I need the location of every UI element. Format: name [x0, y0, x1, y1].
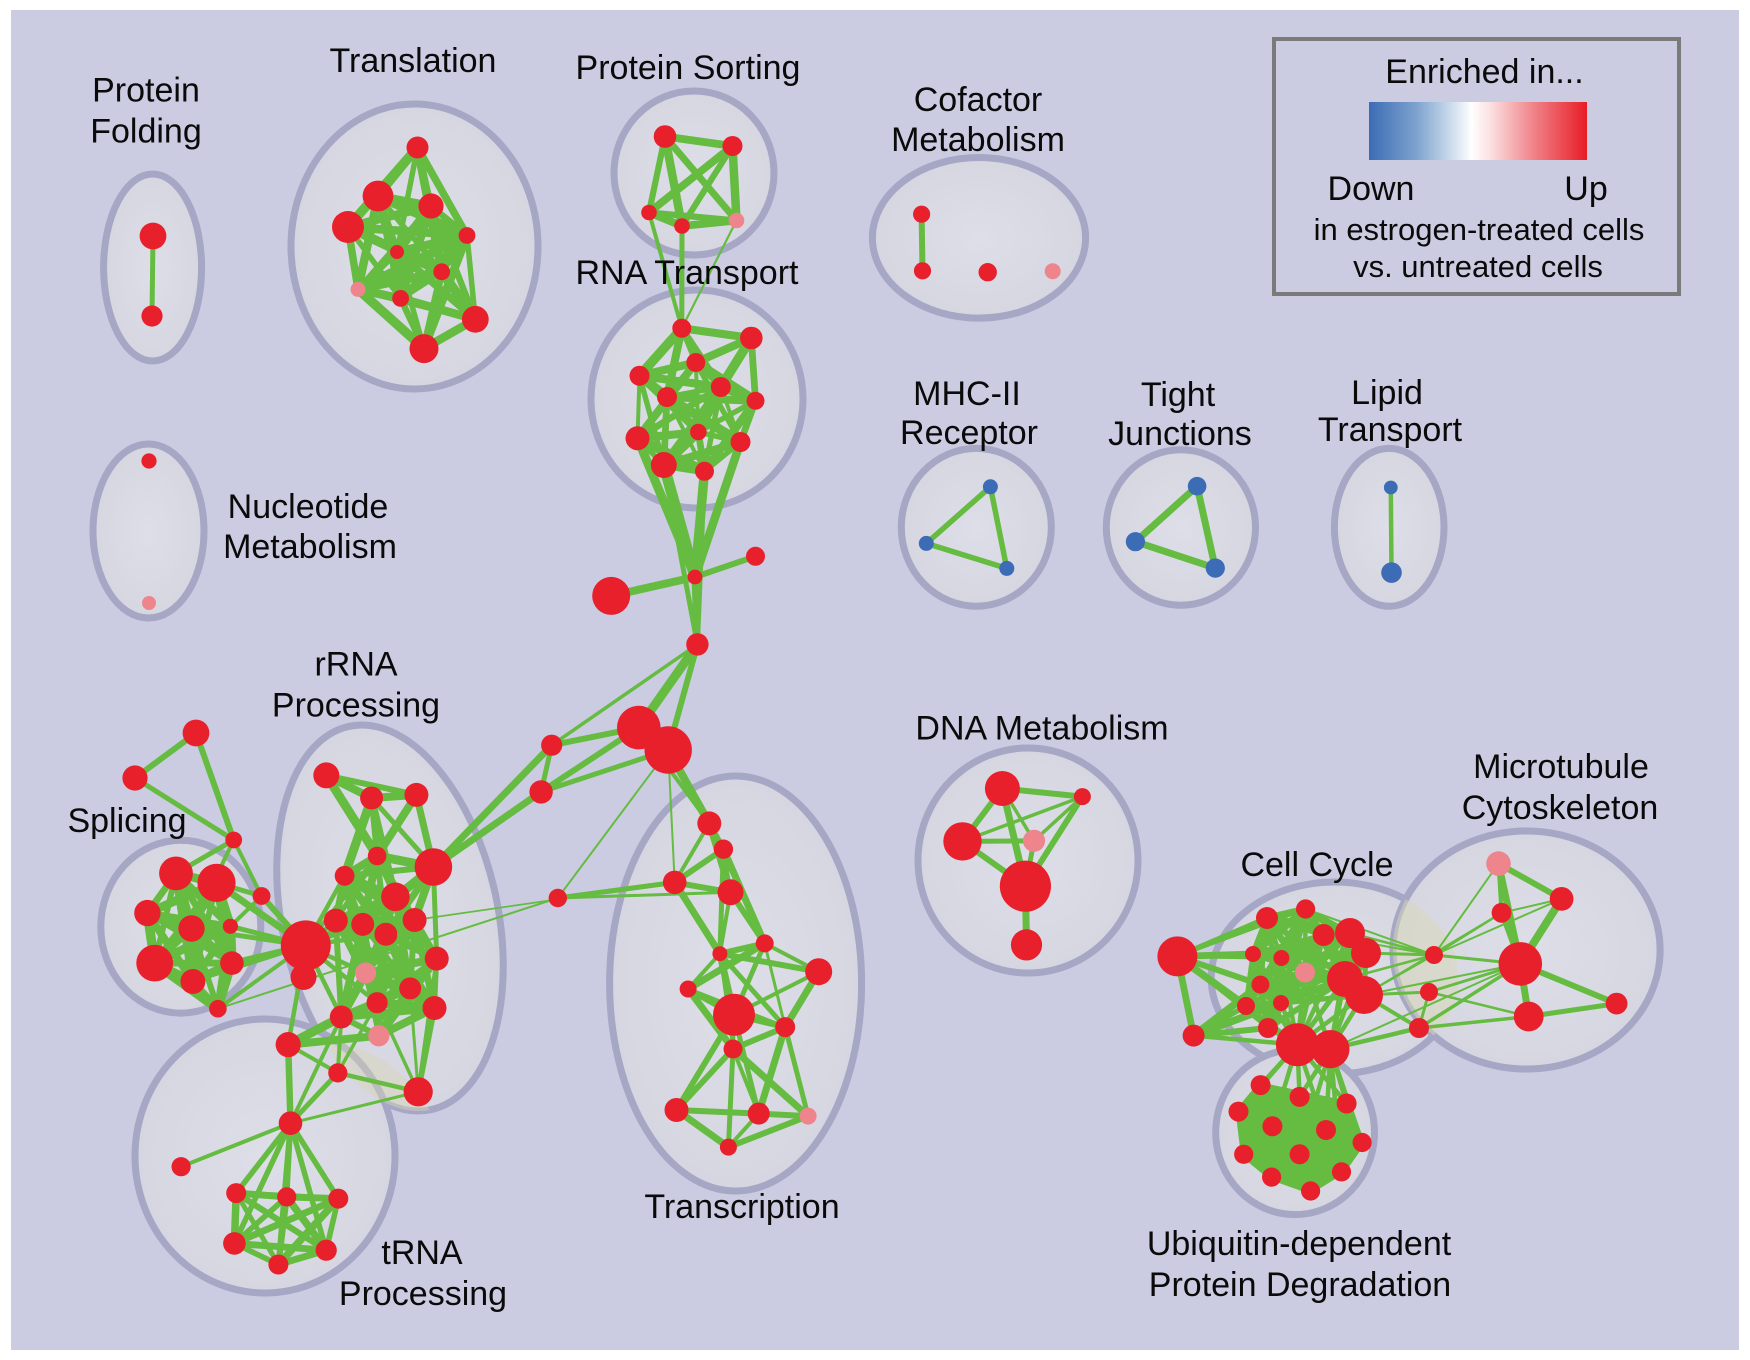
svg-text:Metabolism: Metabolism: [223, 528, 397, 566]
svg-text:Splicing: Splicing: [67, 802, 186, 840]
svg-text:Enriched in...: Enriched in...: [1385, 53, 1583, 91]
svg-text:Metabolism: Metabolism: [891, 121, 1065, 159]
svg-text:Lipid: Lipid: [1351, 374, 1423, 412]
svg-text:Cell Cycle: Cell Cycle: [1240, 846, 1393, 884]
svg-text:Nucleotide: Nucleotide: [228, 488, 389, 526]
svg-text:Protein Sorting: Protein Sorting: [576, 49, 801, 87]
svg-text:Receptor: Receptor: [900, 414, 1038, 452]
svg-text:Tight: Tight: [1141, 376, 1216, 414]
svg-text:Folding: Folding: [90, 113, 202, 151]
svg-text:vs. untreated cells: vs. untreated cells: [1353, 249, 1603, 284]
svg-text:Processing: Processing: [272, 687, 440, 725]
svg-text:Cytoskeleton: Cytoskeleton: [1462, 789, 1659, 827]
svg-text:Down: Down: [1328, 170, 1415, 208]
svg-text:Protein Degradation: Protein Degradation: [1149, 1266, 1451, 1304]
svg-text:Transport: Transport: [1318, 411, 1463, 449]
svg-text:in estrogen-treated cells: in estrogen-treated cells: [1314, 212, 1645, 247]
svg-text:MHC-II: MHC-II: [913, 375, 1021, 413]
svg-text:Protein: Protein: [92, 72, 200, 110]
svg-text:Translation: Translation: [330, 42, 497, 80]
svg-text:Microtubule: Microtubule: [1473, 748, 1649, 786]
svg-text:rRNA: rRNA: [314, 646, 397, 684]
svg-text:tRNA: tRNA: [381, 1234, 463, 1272]
svg-text:Cofactor: Cofactor: [914, 81, 1043, 119]
svg-text:Transcription: Transcription: [644, 1188, 839, 1226]
svg-text:Ubiquitin-dependent: Ubiquitin-dependent: [1147, 1225, 1452, 1263]
svg-text:DNA Metabolism: DNA Metabolism: [915, 710, 1168, 748]
svg-text:RNA Transport: RNA Transport: [576, 254, 800, 292]
svg-text:Up: Up: [1564, 170, 1607, 208]
svg-text:Processing: Processing: [339, 1275, 507, 1313]
svg-text:Junctions: Junctions: [1108, 415, 1252, 453]
